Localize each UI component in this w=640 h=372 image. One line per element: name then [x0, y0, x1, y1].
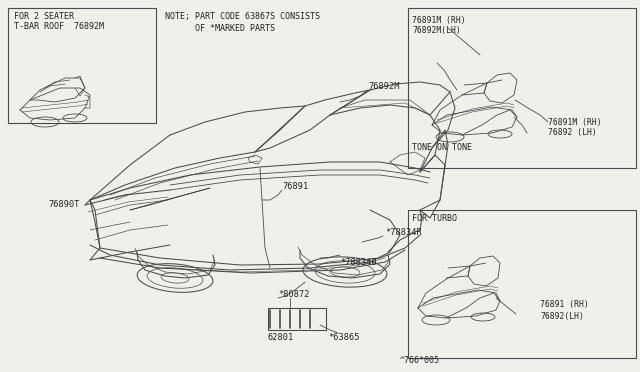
Text: *63865: *63865 — [328, 333, 360, 342]
Text: 62801: 62801 — [268, 333, 294, 342]
Text: 76891M (RH): 76891M (RH) — [548, 118, 602, 127]
Text: T-BAR ROOF  76892M: T-BAR ROOF 76892M — [14, 22, 104, 31]
Text: 76890T: 76890T — [48, 200, 79, 209]
Text: 76892 (LH): 76892 (LH) — [548, 128, 596, 137]
Text: *80872: *80872 — [278, 290, 310, 299]
Text: FOR TURBO: FOR TURBO — [412, 214, 457, 223]
Text: 76891 (RH): 76891 (RH) — [540, 300, 589, 309]
Text: ^766*005: ^766*005 — [400, 356, 440, 365]
Text: 76891: 76891 — [282, 182, 308, 191]
Text: 76892M: 76892M — [368, 82, 399, 91]
Text: OF *MARKED PARTS: OF *MARKED PARTS — [165, 24, 275, 33]
Text: FOR 2 SEATER: FOR 2 SEATER — [14, 12, 74, 21]
Bar — [408, 8, 636, 168]
Bar — [408, 210, 636, 358]
Text: TONE ON TONE: TONE ON TONE — [412, 143, 472, 152]
Text: 76892M(LH): 76892M(LH) — [412, 26, 461, 35]
Bar — [8, 8, 156, 123]
Bar — [268, 308, 326, 330]
Text: 76892(LH): 76892(LH) — [540, 312, 584, 321]
Text: *788340: *788340 — [340, 258, 377, 267]
Text: *78834R: *78834R — [385, 228, 422, 237]
Text: NOTE; PART CODE 63867S CONSISTS: NOTE; PART CODE 63867S CONSISTS — [165, 12, 320, 21]
Text: 76891M (RH): 76891M (RH) — [412, 16, 466, 25]
